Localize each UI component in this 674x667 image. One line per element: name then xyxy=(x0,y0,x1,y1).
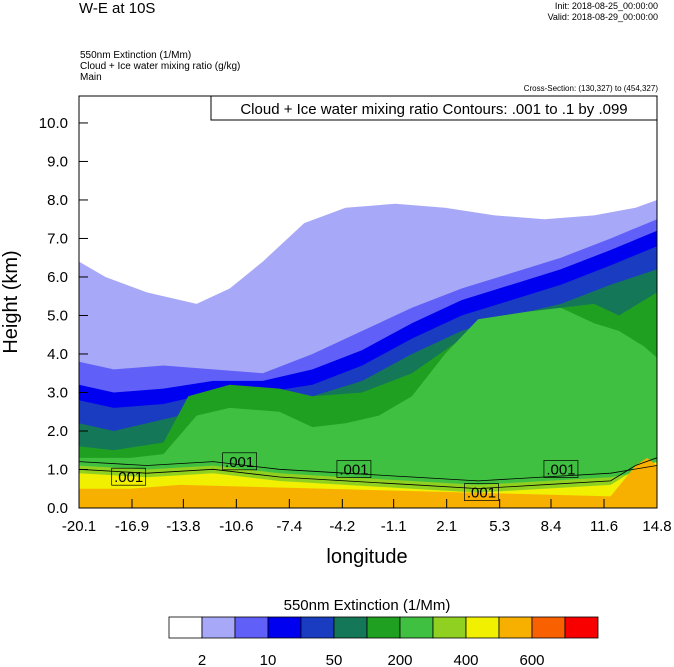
colorbar-box xyxy=(333,616,368,639)
colorbar-box xyxy=(498,616,533,639)
contour-label-box xyxy=(111,467,147,486)
x-tick-label: 11.6 xyxy=(590,518,618,535)
contour-legend-text: Cloud + Ice water mixing ratio Contours:… xyxy=(240,101,627,118)
colorbar-title: 550nm Extinction (1/Mm) xyxy=(284,597,451,614)
y-tick-label: 4.0 xyxy=(47,346,68,363)
contour-line xyxy=(79,457,657,490)
colorbar-box xyxy=(564,616,599,639)
colorbar-label: 200 xyxy=(387,652,412,667)
contour-label-box xyxy=(222,452,257,471)
contour-legend: Cloud + Ice water mixing ratio Contours:… xyxy=(210,95,658,121)
y-tick-label: 0.0 xyxy=(47,500,68,517)
x-tick-label: -4.2 xyxy=(329,518,355,535)
y-axis-title: Height (km) xyxy=(0,250,22,353)
x-tick-label: -1.1 xyxy=(381,518,407,535)
cross-section-label: Cross-Section: (130,327) to (454,327) xyxy=(523,84,658,93)
y-tick-label: 9.0 xyxy=(47,153,68,170)
y-tick-label: 2.0 xyxy=(47,423,68,440)
contour-line xyxy=(79,461,657,482)
contour-label-box xyxy=(543,460,579,478)
colorbar-box xyxy=(168,616,203,639)
x-tick-label: 5.3 xyxy=(489,518,510,535)
colorbar-label: 400 xyxy=(453,652,478,667)
y-tick-label: 6.0 xyxy=(47,269,68,286)
x-tick-label: 2.1 xyxy=(436,518,457,535)
valid-time: Valid: 2018-08-29_00:00:00 xyxy=(547,12,658,22)
extinction-level-10 xyxy=(79,457,657,508)
subtitle-line: 550nm Extinction (1/Mm) xyxy=(80,50,192,61)
y-tick-label: 5.0 xyxy=(47,307,68,324)
colorbar: 2 10 50 200 400 600 xyxy=(168,616,599,667)
contour-label: .001 xyxy=(225,454,254,471)
contour-label: .001 xyxy=(114,469,143,486)
colorbar-box xyxy=(399,616,434,639)
x-tick-label: 8.4 xyxy=(541,518,562,535)
y-axis: 0.0 1.0 2.0 3.0 4.0 5.0 6.0 7.0 8.0 9.0 10.0 xyxy=(39,115,88,517)
colorbar-label: 10 xyxy=(260,652,277,667)
x-axis: -20.1 -16.9 -13.8 -10.6 -7.4 -4.2 -1.1 2.1 5.3 8.… xyxy=(62,499,672,535)
y-tick-label: 10.0 xyxy=(39,115,68,132)
x-tick-label: -16.9 xyxy=(115,518,149,535)
colorbar-label: 600 xyxy=(519,652,544,667)
y-tick-label: 3.0 xyxy=(47,384,68,401)
colorbar-box xyxy=(432,616,467,639)
contour-legend-box xyxy=(210,95,658,121)
plot-title: W-E at 10S xyxy=(79,0,156,17)
subtitle-line: Cloud + Ice water mixing ratio (g/kg) xyxy=(80,61,241,72)
colorbar-box xyxy=(234,616,269,639)
x-tick-label: -20.1 xyxy=(62,518,96,535)
y-tick-label: 1.0 xyxy=(47,461,68,478)
x-axis-title: longitude xyxy=(326,546,407,568)
colorbar-box xyxy=(267,616,302,639)
contour-label: .001 xyxy=(467,485,496,502)
contour-label-box xyxy=(336,460,372,478)
contour-label: .001 xyxy=(339,461,368,478)
y-tick-label: 7.0 xyxy=(47,230,68,247)
colorbar-box xyxy=(465,616,500,639)
colorbar-box xyxy=(531,616,566,639)
colorbar-label: 50 xyxy=(326,652,343,667)
subtitle-line: Main xyxy=(80,72,102,83)
colorbar-box xyxy=(300,616,335,639)
init-time: Init: 2018-08-25_00:00:00 xyxy=(554,1,658,11)
x-tick-label: 14.8 xyxy=(642,518,671,535)
contour-lines: .001 .001 .001 .001 .001 xyxy=(79,452,657,502)
contour-label: .001 xyxy=(546,461,575,478)
extinction-fill xyxy=(79,96,657,508)
extinction-level-7 xyxy=(79,307,657,508)
colorbar-box xyxy=(201,616,236,639)
y-tick-label: 8.0 xyxy=(47,192,68,209)
x-tick-label: -13.8 xyxy=(166,518,200,535)
contour-label-box xyxy=(464,483,499,501)
colorbar-label: 2 xyxy=(198,652,206,667)
x-tick-label: -10.6 xyxy=(219,518,253,535)
colorbar-box xyxy=(366,616,401,639)
x-tick-label: -7.4 xyxy=(276,518,302,535)
